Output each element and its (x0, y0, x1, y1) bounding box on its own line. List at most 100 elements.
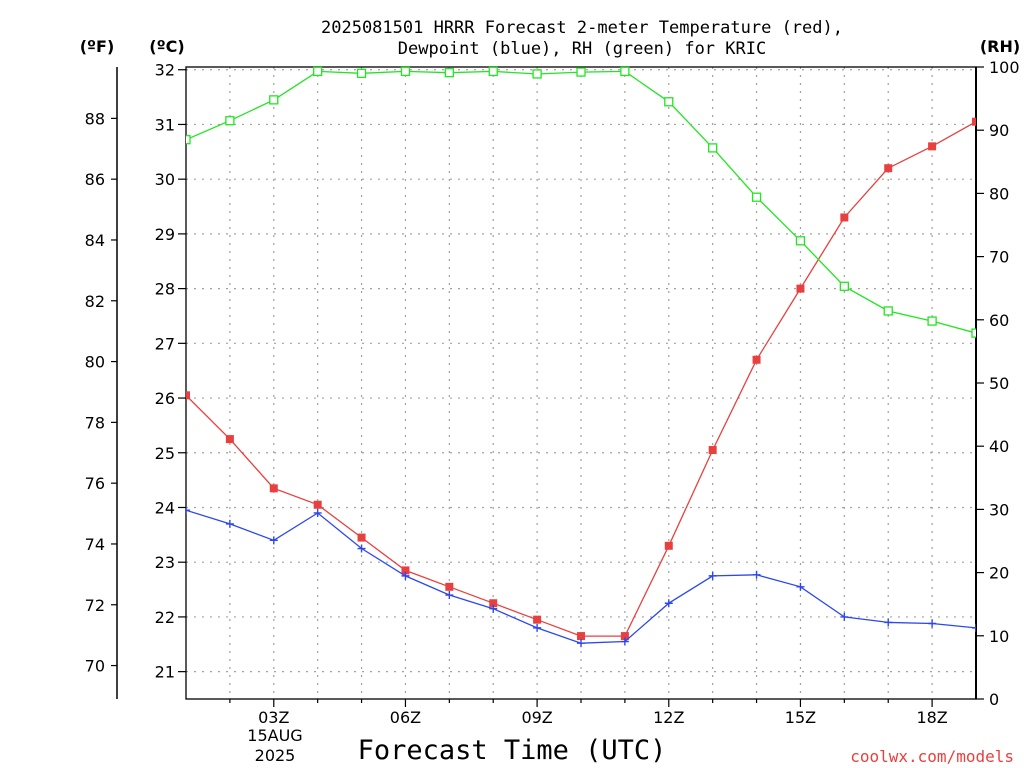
temperature-point (620, 632, 629, 641)
rh-tick-label: 10 (989, 627, 1009, 646)
rh-unit-label: (RH) (980, 37, 1020, 56)
temperature-point (445, 582, 454, 591)
dewpoint-point (664, 599, 673, 608)
dewpoint-point (840, 612, 849, 621)
fahrenheit-unit-label: (ºF) (80, 37, 115, 56)
dewpoint-point (708, 571, 717, 580)
rh-point (664, 97, 674, 107)
temperature-point (664, 541, 673, 550)
celsius-tick-label: 23 (155, 553, 175, 572)
fahrenheit-tick-label: 88 (85, 109, 105, 128)
temperature-point (401, 566, 410, 575)
temperature-point (269, 484, 278, 493)
temperature-point (186, 391, 190, 400)
series-group (186, 66, 976, 648)
dewpoint-point (796, 582, 805, 591)
temperature-point (489, 599, 498, 608)
rh-point (186, 135, 191, 145)
celsius-tick-label: 26 (155, 389, 175, 408)
celsius-tick-label: 29 (155, 225, 175, 244)
x-axis-label: Forecast Time (UTC) (358, 735, 667, 766)
dewpoint-point (620, 637, 629, 646)
rh-tick-label: 20 (989, 564, 1009, 583)
dewpoint-point (401, 571, 410, 580)
temperature-point (972, 117, 976, 126)
rh-tick-label: 90 (989, 121, 1009, 140)
x-tick-label: 06Z (390, 708, 421, 727)
axes (111, 66, 984, 707)
x-tick-label: 15Z (785, 708, 816, 727)
dewpoint-point (972, 623, 976, 632)
celsius-tick-label: 21 (155, 663, 175, 682)
celsius-tick-label: 27 (155, 334, 175, 353)
celsius-tick-label: 32 (155, 61, 175, 80)
temperature-point (884, 164, 893, 173)
temperature-line (186, 121, 976, 637)
temperature-point (357, 533, 366, 542)
data-series (186, 66, 976, 648)
rh-point (751, 192, 762, 202)
dewpoint-point (313, 508, 322, 517)
rh-point (400, 66, 411, 77)
rh-tick-label: 50 (989, 374, 1009, 393)
celsius-tick-label: 30 (155, 170, 175, 189)
temperature-point (533, 615, 542, 624)
rh-tick-label: 70 (989, 248, 1009, 267)
rh-point (795, 236, 806, 246)
x-tick-label: 18Z (916, 708, 947, 727)
rh-point (225, 116, 235, 126)
fahrenheit-tick-label: 72 (85, 596, 105, 615)
celsius-unit-label: (ºC) (149, 37, 184, 56)
dewpoint-point (186, 506, 190, 515)
celsius-tick-label: 22 (155, 608, 175, 627)
dewpoint-point (489, 604, 498, 613)
rh-point (708, 143, 718, 153)
chart-title-line2: Dewpoint (blue), RH (green) for KRIC (398, 39, 766, 59)
date-label-day: 15AUG (247, 726, 302, 745)
dewpoint-point (928, 619, 937, 628)
fahrenheit-tick-label: 76 (85, 474, 105, 493)
temperature-point (577, 632, 585, 641)
credit-label: coolwx.com/models (850, 747, 1014, 766)
rh-tick-label: 100 (989, 58, 1020, 77)
temperature-point (752, 355, 761, 364)
temperature-point (225, 435, 234, 444)
x-tick-label: 03Z (258, 708, 289, 727)
grid-lines (186, 67, 976, 699)
fahrenheit-tick-label: 82 (85, 292, 105, 311)
rh-point (839, 281, 849, 291)
temperature-point (796, 284, 805, 293)
rh-point (356, 68, 367, 78)
celsius-tick-label: 31 (155, 115, 175, 134)
rh-point (269, 95, 279, 105)
rh-tick-label: 0 (989, 690, 999, 709)
rh-point (313, 66, 323, 77)
rh-tick-label: 60 (989, 311, 1009, 330)
dewpoint-point (445, 591, 454, 600)
fahrenheit-tick-label: 86 (85, 170, 105, 189)
temperature-point (840, 213, 849, 222)
dewpoint-point (577, 639, 585, 648)
fahrenheit-tick-label: 74 (85, 535, 105, 554)
dewpoint-line (186, 509, 976, 644)
dewpoint-point (225, 519, 234, 528)
celsius-tick-label: 24 (155, 498, 175, 517)
fahrenheit-tick-label: 78 (85, 413, 105, 432)
fahrenheit-tick-label: 70 (85, 657, 105, 676)
celsius-tick-label: 25 (155, 444, 175, 463)
date-label-year: 2025 (255, 746, 296, 765)
temperature-point (708, 446, 717, 455)
fahrenheit-tick-label: 84 (85, 231, 105, 250)
x-tick-label: 09Z (521, 708, 552, 727)
rh-point (927, 316, 937, 326)
dewpoint-point (357, 544, 366, 553)
rh-tick-label: 30 (989, 500, 1009, 519)
rh-tick-label: 40 (989, 437, 1009, 456)
dewpoint-point (884, 618, 893, 627)
rh-point (576, 67, 586, 77)
fahrenheit-tick-label: 80 (85, 353, 105, 372)
rh-point (971, 328, 976, 338)
rh-point (620, 66, 630, 77)
rh-point (444, 68, 454, 78)
